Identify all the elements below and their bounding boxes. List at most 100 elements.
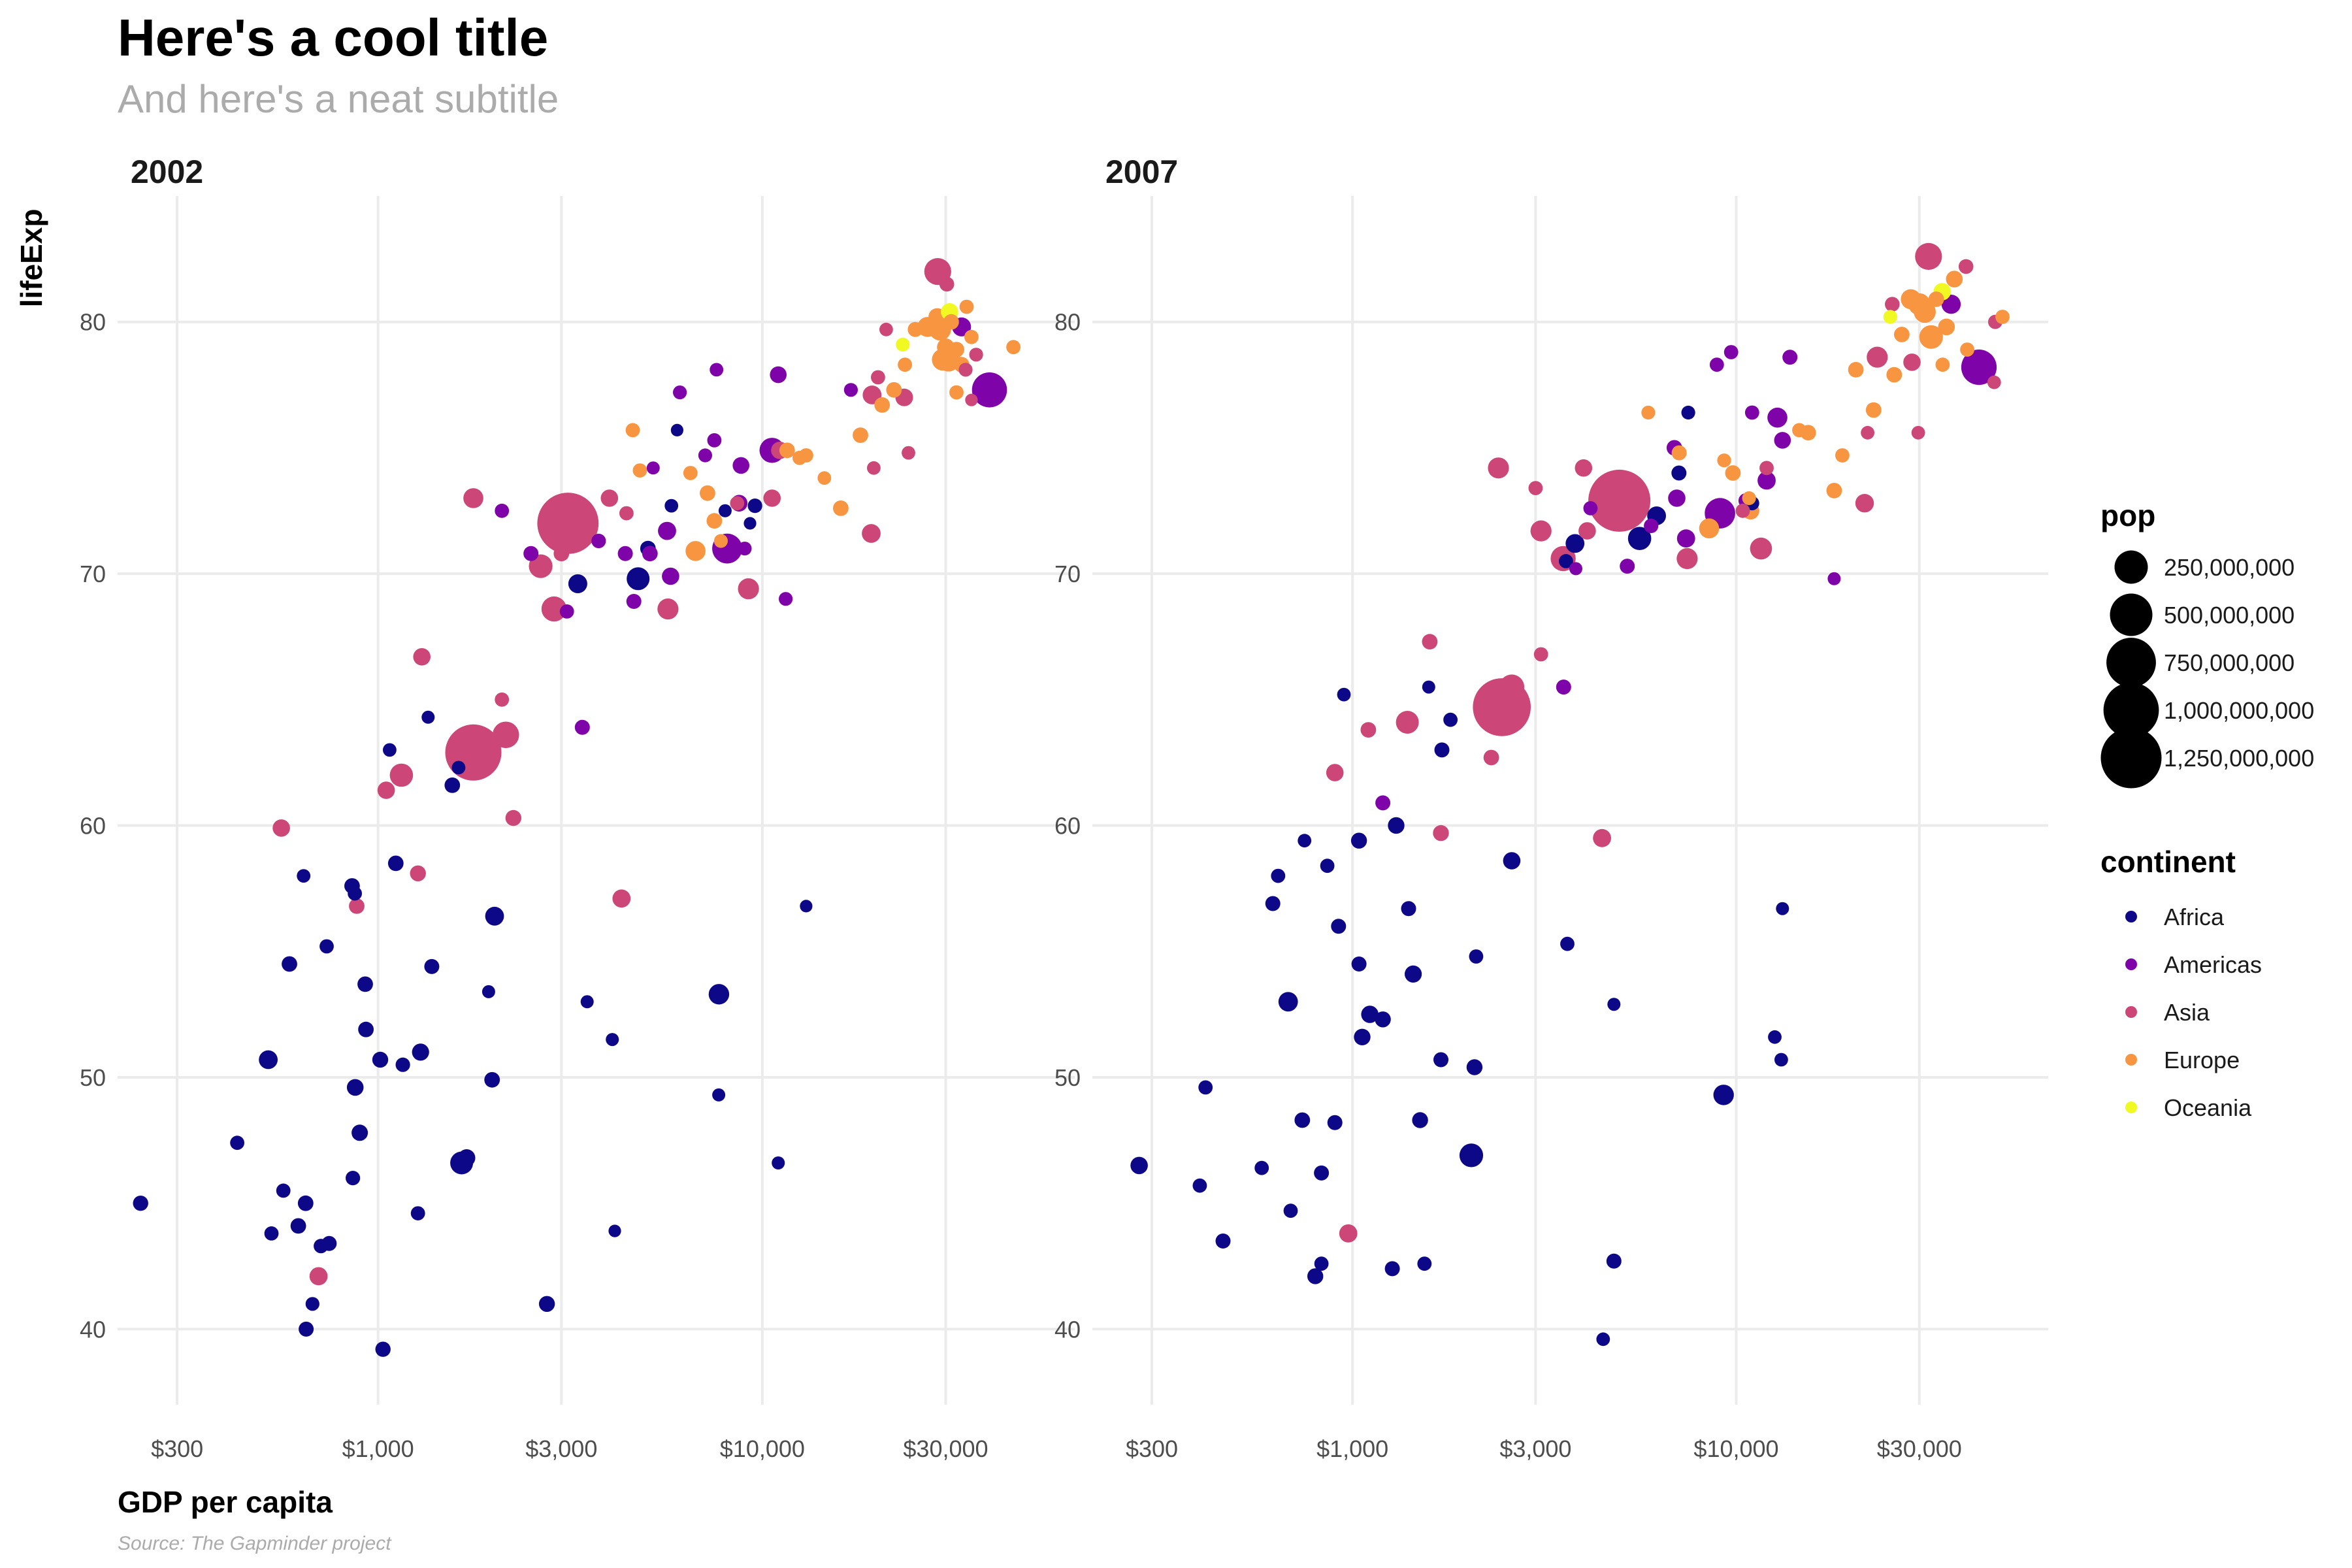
data-point <box>608 1224 621 1237</box>
data-point <box>1928 291 1944 307</box>
data-point <box>1361 1005 1379 1023</box>
data-point <box>743 517 757 530</box>
data-point <box>1433 1052 1448 1068</box>
y-tick-label: 60 <box>1054 813 1081 840</box>
data-point <box>1826 483 1842 498</box>
data-point <box>1384 1261 1400 1277</box>
data-point <box>297 1195 314 1211</box>
data-point <box>1469 949 1484 964</box>
data-point <box>886 382 902 398</box>
data-point <box>1560 936 1575 951</box>
data-point <box>1294 1112 1311 1128</box>
data-point <box>1901 289 1921 310</box>
data-point <box>290 1218 306 1234</box>
data-point <box>1130 1156 1148 1175</box>
data-point <box>1767 407 1788 428</box>
x-tick-label: $10,000 <box>720 1435 805 1462</box>
x-tick-label: $1,000 <box>342 1435 414 1462</box>
data-point <box>1375 1011 1391 1028</box>
color-legend-label: Europe <box>2164 1047 2240 1073</box>
data-point <box>1894 327 1910 342</box>
data-point <box>1298 834 1312 848</box>
data-point <box>1396 711 1419 734</box>
data-point <box>1483 749 1499 766</box>
data-point <box>1331 919 1347 934</box>
data-point <box>1827 572 1841 585</box>
data-point <box>1903 353 1921 371</box>
data-point <box>1867 346 1888 368</box>
data-point <box>495 503 510 518</box>
data-point <box>612 889 631 908</box>
data-point <box>505 809 521 826</box>
data-point <box>346 1079 364 1096</box>
data-point <box>843 383 858 397</box>
data-point <box>568 574 587 593</box>
data-point <box>537 493 599 554</box>
data-point <box>619 506 634 521</box>
data-point <box>1987 375 2001 389</box>
data-point <box>1995 310 2010 324</box>
data-point <box>580 995 594 1009</box>
data-point <box>1278 992 1298 1012</box>
size-legend-label: 250,000,000 <box>2164 554 2295 581</box>
data-point <box>1742 491 1756 506</box>
data-point <box>1938 318 1955 336</box>
data-point <box>779 442 795 459</box>
data-point <box>1337 687 1351 702</box>
data-point <box>1835 448 1850 463</box>
data-point <box>1886 367 1903 383</box>
data-point <box>457 1149 476 1167</box>
data-point <box>964 329 979 344</box>
data-point <box>444 777 461 793</box>
data-point <box>541 596 567 622</box>
data-point <box>1198 1080 1213 1095</box>
data-point <box>372 1051 389 1068</box>
data-point <box>1307 1268 1324 1284</box>
data-point <box>1503 852 1521 870</box>
data-point <box>1958 259 1974 274</box>
data-point <box>1326 764 1344 781</box>
data-point <box>413 648 431 666</box>
color-legend-key <box>2125 1006 2137 1018</box>
data-point <box>1713 1085 1734 1105</box>
data-point <box>965 393 978 406</box>
data-point <box>377 781 395 799</box>
chart-subtitle: And here's a neat subtitle <box>118 77 559 121</box>
data-point <box>1466 1059 1483 1075</box>
data-point <box>348 886 362 901</box>
data-point <box>1596 1332 1610 1347</box>
data-point <box>683 466 698 480</box>
data-point <box>626 594 642 609</box>
data-point <box>1914 301 1936 323</box>
data-point <box>871 370 885 385</box>
data-point <box>264 1226 279 1241</box>
data-point <box>1360 722 1377 738</box>
data-point <box>943 314 959 330</box>
data-point <box>874 397 890 413</box>
x-axis-title: GDP per capita <box>118 1485 333 1519</box>
data-point <box>600 489 619 507</box>
data-point <box>1314 1256 1329 1271</box>
data-point <box>1627 527 1652 550</box>
data-point <box>1759 461 1774 476</box>
data-point <box>1676 547 1698 570</box>
y-tick-label: 70 <box>1054 561 1081 587</box>
data-point <box>1350 832 1367 849</box>
data-point <box>133 1196 148 1211</box>
data-point <box>662 567 679 585</box>
data-point <box>538 1296 555 1313</box>
data-point <box>1861 425 1875 440</box>
data-point <box>949 342 964 357</box>
data-point <box>1433 825 1449 841</box>
data-point <box>1757 471 1776 490</box>
data-point <box>1354 1028 1371 1046</box>
data-point <box>1215 1233 1231 1249</box>
x-tick-label: $10,000 <box>1693 1435 1778 1462</box>
data-point <box>1961 350 1997 385</box>
data-point <box>685 541 706 561</box>
data-point <box>1717 453 1731 468</box>
size-legend-label: 1,250,000,000 <box>2164 745 2314 772</box>
data-point <box>1375 795 1391 811</box>
x-tick-label: $3,000 <box>525 1435 597 1462</box>
data-point <box>1774 432 1791 449</box>
